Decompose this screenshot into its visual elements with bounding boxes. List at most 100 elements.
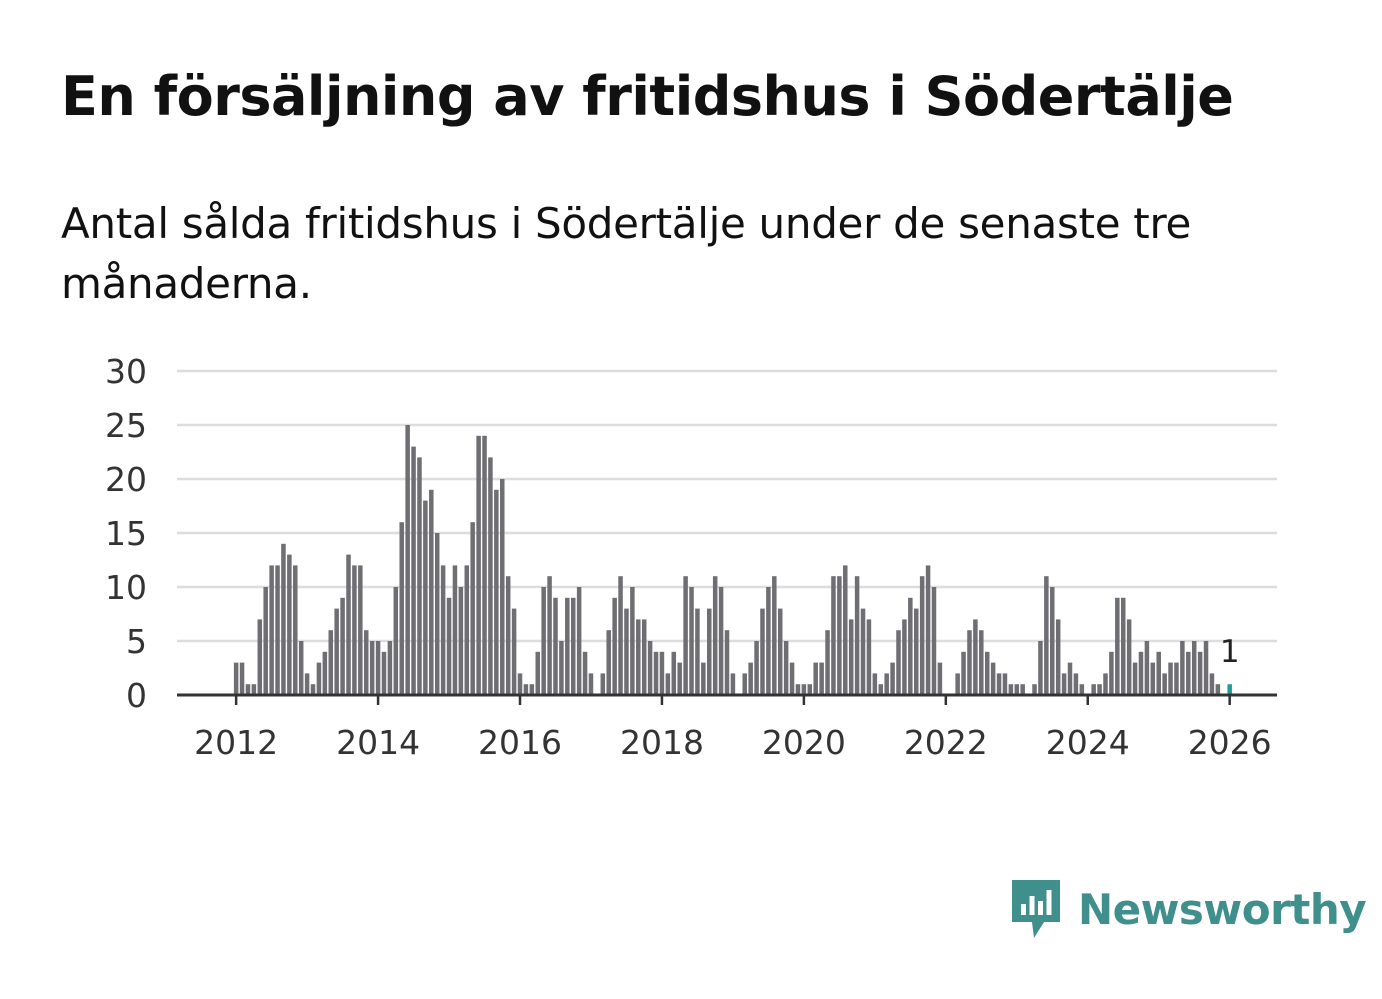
bar: [529, 684, 535, 695]
x-tick-label-2016: 2016: [478, 723, 562, 762]
bar: [866, 619, 872, 695]
bar: [772, 576, 777, 695]
bar: [819, 662, 824, 695]
bar: [878, 684, 884, 695]
bar: [671, 651, 677, 695]
y-axis-ticks: 0 5 10 15 20 25 30: [105, 352, 147, 715]
x-tick-label-2024: 2024: [1046, 723, 1130, 762]
bar: [789, 662, 795, 695]
bar: [1126, 619, 1132, 695]
bar: [334, 608, 339, 695]
bar: [1055, 619, 1061, 695]
bar: [1209, 673, 1215, 695]
bar: [1168, 662, 1173, 695]
bar: [919, 576, 925, 695]
last-value-label: 1: [1220, 634, 1240, 670]
bar: [363, 630, 369, 695]
bar: [902, 619, 907, 695]
bar: [464, 565, 470, 695]
bar: [1174, 662, 1179, 695]
bar: [967, 630, 972, 695]
bar: [517, 673, 523, 695]
bar: [872, 673, 878, 695]
bar: [1091, 684, 1096, 695]
bar: [748, 662, 753, 695]
bar: [718, 587, 724, 695]
bar: [541, 587, 546, 695]
bar: [777, 608, 783, 695]
bar: [1191, 641, 1197, 695]
bar: [606, 630, 611, 695]
bar: [1156, 651, 1161, 695]
bar: [239, 662, 245, 695]
bar: [269, 565, 274, 695]
bar: [742, 673, 747, 695]
bar: [281, 543, 286, 695]
bar: [1120, 597, 1126, 695]
y-tick-label-20: 20: [105, 460, 147, 499]
bar: [979, 630, 984, 695]
bar: [689, 587, 694, 695]
bar: [565, 597, 570, 695]
bar: [925, 565, 931, 695]
bars: [233, 425, 1232, 695]
bar: [482, 435, 487, 695]
bar: [683, 576, 688, 695]
bar: [316, 662, 322, 695]
bar: [854, 576, 860, 695]
bar: [1215, 684, 1221, 695]
y-tick-label-10: 10: [105, 568, 147, 607]
bar: [304, 673, 310, 695]
bar: [340, 597, 345, 695]
bar: [470, 522, 475, 695]
bar: [440, 565, 446, 695]
bar: [707, 608, 712, 695]
bar: [1038, 641, 1043, 695]
bar: [559, 641, 564, 695]
bar: [600, 673, 606, 695]
bar: [1115, 597, 1120, 695]
bar: [245, 684, 251, 695]
bar: [730, 673, 736, 695]
bar: [653, 651, 659, 695]
bar: [754, 641, 759, 695]
bar: [1186, 651, 1191, 695]
bar: [494, 489, 499, 695]
bar: [1067, 662, 1073, 695]
bar: [973, 619, 978, 695]
data-labels: 1: [1220, 634, 1240, 670]
bar: [831, 576, 836, 695]
bar: [913, 608, 919, 695]
bar: [937, 662, 943, 695]
bar: [582, 651, 588, 695]
bar: [1138, 651, 1144, 695]
bar: [1050, 587, 1055, 695]
bar: [369, 641, 375, 695]
y-tick-label-0: 0: [126, 676, 147, 715]
bar: [807, 684, 813, 695]
bar: [547, 576, 552, 695]
bar: [263, 587, 268, 695]
bar: [1061, 673, 1067, 695]
x-tick-label-2020: 2020: [762, 723, 846, 762]
bar: [310, 684, 316, 695]
x-tick-label-2012: 2012: [194, 723, 278, 762]
bar: [890, 662, 895, 695]
bar: [843, 565, 848, 695]
chart-title: En försäljning av fritidshus i Södertälj…: [61, 65, 1234, 128]
bar: [417, 457, 422, 695]
bar: [352, 565, 357, 695]
bar: [434, 533, 440, 695]
y-tick-label-30: 30: [105, 352, 147, 391]
bar: [488, 457, 493, 695]
x-axis: 2012 2014 2016 2018 2020 2022 2024 2026: [177, 693, 1277, 762]
bar: [848, 619, 854, 695]
bar: [701, 662, 706, 695]
bar: [647, 641, 653, 695]
bar: [1020, 684, 1025, 695]
bar: [446, 597, 452, 695]
bar: [505, 576, 511, 695]
bar: [896, 630, 901, 695]
bar: [1150, 662, 1156, 695]
